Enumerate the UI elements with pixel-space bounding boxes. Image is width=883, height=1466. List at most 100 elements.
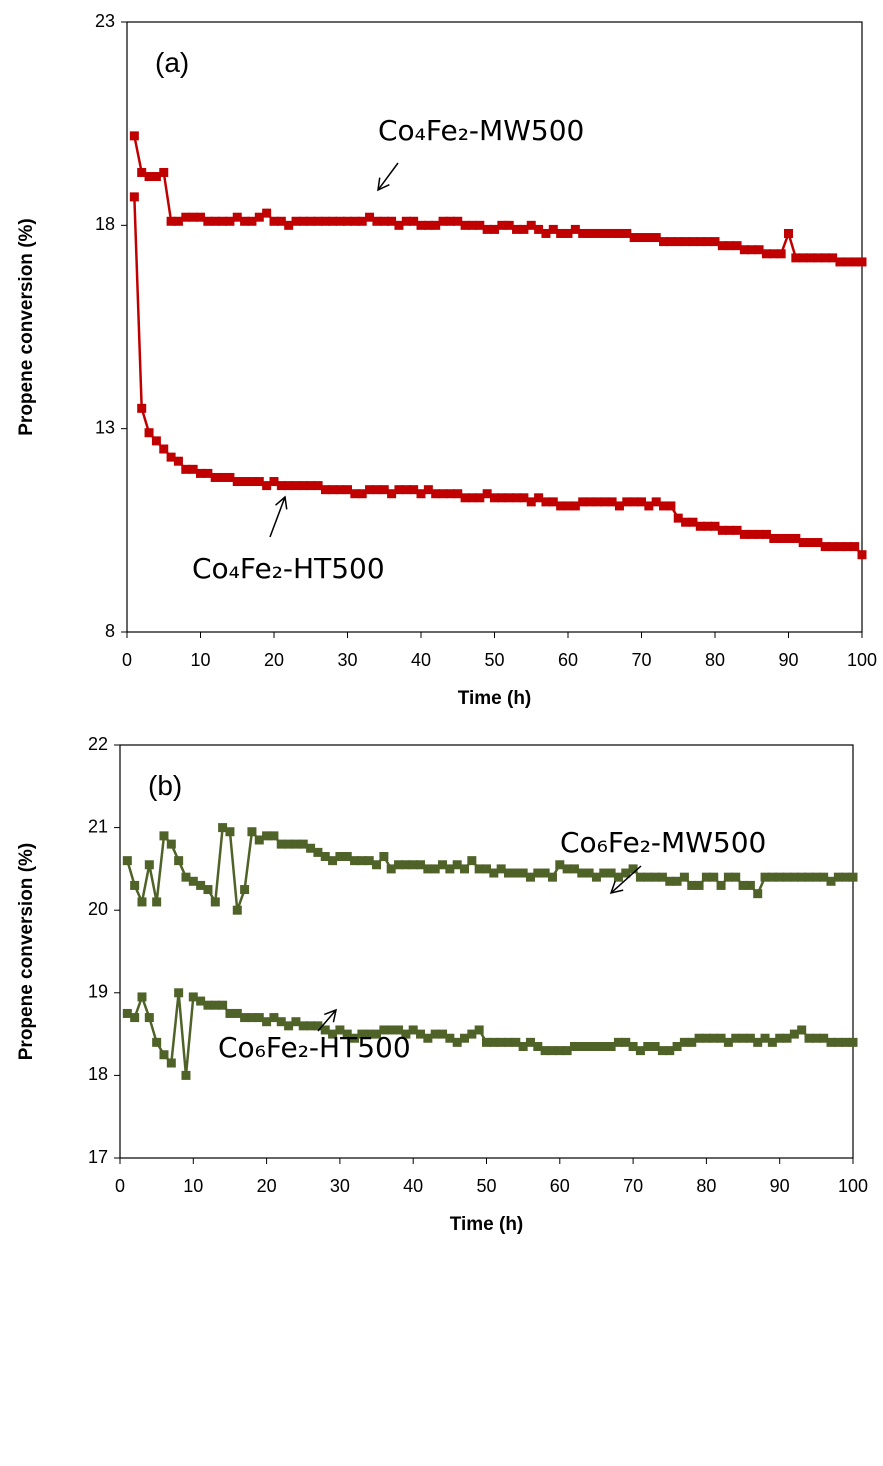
marker (166, 452, 176, 462)
marker (482, 1037, 491, 1047)
marker (291, 839, 301, 849)
marker (482, 489, 492, 499)
x-tick-label: 10 (190, 650, 210, 670)
annotation-arrow (269, 495, 288, 538)
marker (364, 1029, 374, 1039)
marker (679, 1037, 689, 1047)
marker (591, 1041, 601, 1051)
marker (673, 237, 683, 247)
marker (159, 444, 169, 454)
marker (841, 1037, 851, 1047)
marker (181, 212, 191, 222)
marker (784, 228, 793, 238)
marker (791, 253, 801, 263)
marker (144, 428, 154, 438)
marker (151, 172, 161, 182)
marker (672, 876, 682, 886)
marker (672, 1041, 682, 1051)
marker (775, 872, 785, 882)
marker (232, 212, 242, 222)
marker (525, 1037, 535, 1047)
marker (320, 852, 330, 862)
marker (745, 880, 755, 890)
y-tick-label: 18 (95, 214, 115, 234)
marker (666, 501, 676, 511)
marker (284, 481, 294, 491)
marker (703, 521, 713, 531)
marker (584, 868, 594, 878)
marker (754, 529, 764, 539)
marker (430, 1029, 440, 1039)
x-axis-title: Time (h) (450, 1214, 524, 1235)
x-tick-label: 100 (847, 650, 877, 670)
series-line (133, 135, 862, 264)
x-tick-label: 10 (183, 1176, 203, 1196)
marker (181, 1070, 191, 1080)
y-axis-title: Propene conversion (%) (16, 843, 37, 1061)
marker (379, 216, 389, 226)
x-tick-label: 60 (558, 650, 578, 670)
y-tick-label: 19 (88, 982, 108, 1002)
marker (232, 1008, 242, 1018)
series (122, 823, 858, 915)
marker (650, 872, 660, 882)
marker (408, 860, 418, 870)
marker (791, 533, 801, 543)
marker (262, 831, 272, 841)
marker (687, 880, 697, 890)
marker (613, 872, 623, 882)
marker (350, 216, 360, 226)
marker (364, 856, 374, 866)
marker (784, 533, 793, 543)
marker (599, 868, 609, 878)
marker (196, 468, 205, 478)
marker (716, 880, 726, 890)
marker (298, 839, 308, 849)
marker (350, 489, 360, 499)
marker (519, 224, 529, 234)
marker (254, 1013, 264, 1023)
annotation-arrow (609, 865, 642, 895)
y-tick-label: 22 (88, 734, 108, 754)
marker (218, 472, 228, 482)
marker (650, 1041, 660, 1051)
marker (269, 216, 279, 226)
marker (577, 868, 587, 878)
marker (379, 852, 389, 862)
marker (328, 485, 338, 495)
marker (489, 868, 499, 878)
marker (826, 1037, 836, 1047)
marker (570, 501, 580, 511)
x-tick-label: 40 (403, 1176, 423, 1196)
marker (490, 493, 499, 503)
marker (673, 513, 683, 523)
y-tick-label: 21 (88, 816, 108, 836)
x-axis-title: Time (h) (458, 688, 532, 709)
marker (628, 1041, 638, 1051)
marker (512, 224, 522, 234)
marker (701, 872, 711, 882)
marker (512, 493, 522, 503)
marker (181, 872, 191, 882)
annotation-arrow (317, 1008, 338, 1032)
marker (769, 249, 779, 259)
marker (541, 228, 551, 238)
marker (804, 872, 814, 882)
marker (438, 1029, 448, 1039)
marker (291, 216, 301, 226)
marker (247, 827, 257, 837)
marker (129, 131, 139, 141)
marker (276, 216, 286, 226)
marker (828, 542, 838, 552)
marker (525, 872, 535, 882)
marker (357, 489, 367, 499)
marker (203, 885, 213, 895)
marker (188, 876, 198, 886)
marker (357, 856, 367, 866)
marker (218, 1000, 228, 1010)
marker (739, 245, 749, 255)
marker (152, 897, 162, 907)
x-tick-label: 20 (264, 650, 284, 670)
marker (254, 212, 264, 222)
marker (394, 485, 404, 495)
